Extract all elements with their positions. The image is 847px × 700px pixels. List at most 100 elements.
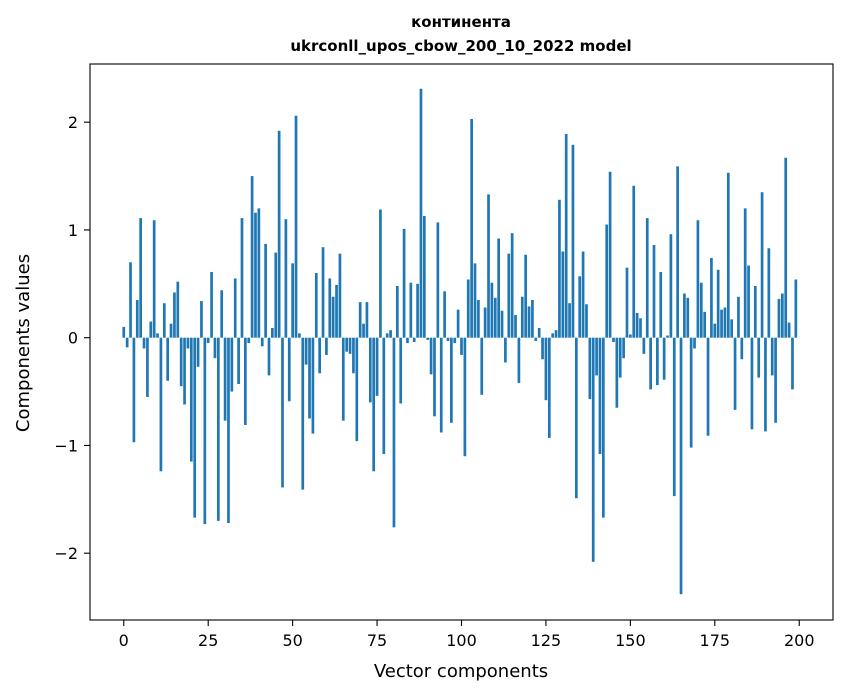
bar (747, 265, 750, 338)
bar (713, 323, 717, 338)
bar (470, 118, 473, 338)
bar (676, 166, 679, 338)
bar (669, 234, 673, 338)
bar (622, 337, 625, 359)
bar (588, 337, 592, 400)
bar (277, 130, 281, 338)
bar (764, 337, 767, 432)
bar (291, 263, 294, 338)
bar (531, 299, 534, 338)
bar (463, 337, 467, 457)
bar (625, 267, 629, 338)
bar (257, 208, 261, 338)
bar (206, 337, 210, 344)
y-tick-label: 1 (68, 221, 78, 240)
y-tick-label: −2 (54, 544, 78, 563)
bar (605, 224, 609, 338)
bar (409, 282, 413, 338)
bar (784, 157, 788, 338)
bar (561, 251, 565, 338)
bar (433, 337, 436, 417)
bar (652, 245, 656, 338)
bar (726, 172, 730, 338)
bar (720, 309, 723, 338)
bar (348, 337, 352, 354)
bar (767, 248, 771, 338)
bar (480, 337, 484, 395)
bar (753, 285, 757, 338)
bar (355, 337, 359, 442)
bar (554, 330, 558, 338)
bar (146, 337, 149, 397)
bar (233, 278, 237, 338)
bar (598, 337, 602, 455)
bar (216, 337, 220, 521)
bar (389, 330, 392, 338)
bar (585, 304, 588, 338)
bar (450, 337, 453, 423)
bar (733, 337, 737, 410)
bar (615, 337, 619, 408)
bar (740, 337, 744, 360)
bar (791, 337, 794, 390)
bar (629, 334, 632, 338)
bar (477, 299, 480, 338)
bar (571, 144, 575, 338)
bar (507, 253, 511, 338)
bar (142, 337, 146, 349)
bar (558, 199, 561, 338)
bar (352, 337, 355, 374)
bar (260, 337, 264, 347)
chart-title-line1: континента (411, 13, 511, 31)
bar (392, 337, 396, 528)
bar (537, 327, 541, 338)
bar (321, 247, 325, 338)
x-tick-label: 175 (700, 631, 731, 650)
bar (659, 271, 663, 338)
bar (416, 283, 419, 338)
bar (534, 337, 538, 341)
bar (483, 307, 487, 338)
bar (551, 333, 555, 338)
bar (649, 337, 652, 390)
bar (193, 337, 197, 518)
bar (406, 337, 409, 344)
bar (200, 301, 203, 338)
x-tick-label: 125 (531, 631, 562, 650)
bar (166, 337, 170, 381)
bar (247, 337, 251, 344)
bar (328, 278, 332, 338)
bar (358, 302, 362, 338)
bar (473, 263, 477, 338)
bar (493, 297, 497, 338)
bar (730, 319, 734, 338)
bar (497, 238, 500, 338)
bar (578, 276, 582, 338)
y-tick-label: 2 (68, 113, 78, 132)
bar (419, 88, 423, 338)
bar (443, 291, 446, 338)
bar (237, 337, 240, 385)
y-tick-label: 0 (68, 329, 78, 348)
bar (436, 222, 440, 338)
bar (601, 337, 605, 518)
bar (267, 337, 271, 376)
bar (686, 297, 690, 338)
bar (385, 333, 389, 338)
bar (159, 337, 163, 472)
bar (429, 337, 433, 375)
bar (490, 282, 494, 338)
bar (132, 337, 136, 443)
bar (129, 262, 132, 338)
bar (564, 134, 568, 338)
bar (574, 337, 578, 499)
bar (362, 323, 365, 338)
bar (504, 337, 507, 363)
bar (780, 293, 784, 338)
bar (500, 310, 504, 338)
bar (189, 337, 193, 462)
bar (703, 311, 707, 338)
bar (439, 337, 443, 433)
bar (186, 337, 190, 349)
x-tick-label: 75 (367, 631, 387, 650)
